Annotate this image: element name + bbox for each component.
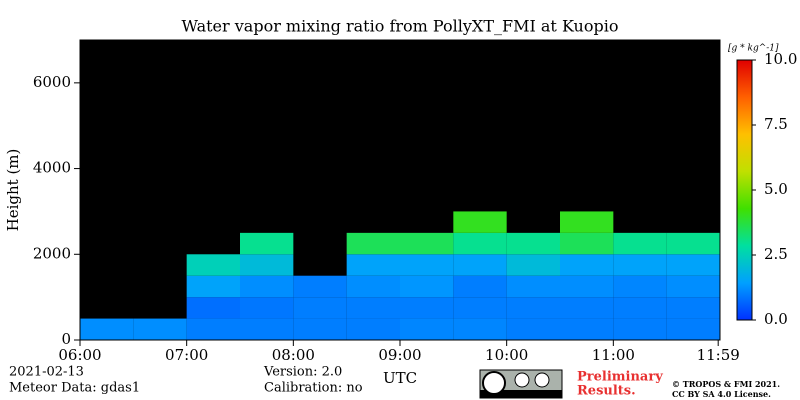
colorbar-tick-label: 7.5	[764, 115, 788, 133]
heatmap-cell	[453, 297, 507, 319]
heatmap-cell	[506, 232, 560, 255]
heatmap-cell	[666, 254, 720, 276]
chart-title: Water vapor mixing ratio from PollyXT_FM…	[182, 17, 619, 36]
heatmap-cell	[666, 232, 720, 255]
heatmap-cell	[453, 211, 507, 233]
heatmap-cell	[613, 318, 667, 340]
version: Version: 2.0	[263, 365, 342, 380]
colorbar	[736, 59, 753, 321]
x-tick-label: 09:00	[378, 346, 421, 364]
heatmap-cell	[506, 254, 560, 276]
heatmap-cell	[666, 297, 720, 319]
heatmap-cell	[560, 254, 614, 276]
heatmap-cell	[346, 297, 400, 319]
y-tick-label: 4000	[33, 159, 71, 177]
heatmap-cell	[506, 275, 560, 298]
cc-logo	[479, 369, 563, 399]
heatmap-cell	[186, 254, 240, 276]
x-tick-label: 06:00	[58, 346, 101, 364]
heatmap-cell	[506, 297, 560, 319]
calibration: Calibration: no	[264, 381, 363, 396]
y-axis-label: Height (m)	[4, 149, 22, 232]
heatmap-cell	[240, 297, 294, 319]
heatmap-cell	[453, 318, 507, 340]
x-tick-label: 11:59	[697, 346, 740, 364]
heatmap-cell	[133, 318, 187, 340]
heatmap-cell	[186, 275, 240, 298]
colorbar-label: [g * kg^-1]	[728, 44, 779, 54]
heatmap-cell	[293, 318, 347, 340]
meteor-data: Meteor Data: gdas1	[9, 381, 140, 396]
heatmap-cell	[293, 297, 347, 319]
heatmap-cell	[560, 318, 614, 340]
heatmap-cell	[613, 232, 667, 255]
heatmap-cell	[186, 297, 240, 319]
heatmap-cell	[613, 297, 667, 319]
heatmap-cell	[613, 275, 667, 298]
x-axis-label: UTC	[383, 369, 417, 387]
heatmap-cell	[453, 232, 507, 255]
x-tick-label: 07:00	[165, 346, 208, 364]
x-tick-label: 11:00	[592, 346, 635, 364]
heatmap-cell	[506, 318, 560, 340]
colorbar-tick-label: 2.5	[764, 245, 788, 263]
heatmap-cell	[666, 275, 720, 298]
heatmap-cell	[346, 232, 400, 255]
colorbar-tick-label: 0.0	[764, 310, 788, 328]
heatmap-cell	[453, 275, 507, 298]
x-tick-label: 10:00	[485, 346, 528, 364]
heatmap-cell	[400, 297, 454, 319]
heatmap-cell	[560, 297, 614, 319]
results: Results.	[577, 384, 636, 399]
heatmap-cell	[186, 318, 240, 340]
heatmap-cell	[240, 318, 294, 340]
copyright: © TROPOS & FMI 2021.	[672, 379, 780, 389]
heatmap-cell	[560, 275, 614, 298]
heatmap-cell	[400, 232, 454, 255]
heatmap-cell	[240, 232, 294, 255]
heatmap-cell	[400, 275, 454, 298]
heatmap-cell	[240, 254, 294, 276]
heatmap-cell	[80, 318, 134, 340]
preliminary: Preliminary	[577, 370, 663, 385]
date: 2021-02-13	[9, 365, 84, 380]
colorbar-tick-label: 5.0	[764, 180, 788, 198]
heatmap-cell	[453, 254, 507, 276]
heatmap-cell	[346, 318, 400, 340]
heatmap-cell	[613, 254, 667, 276]
heatmap-cell	[346, 275, 400, 298]
heatmap-cell	[400, 318, 454, 340]
heatmap-cell	[400, 254, 454, 276]
x-tick-label: 08:00	[272, 346, 315, 364]
heatmap-cell	[293, 275, 347, 298]
heatmap-cell	[240, 275, 294, 298]
colorbar-tick-label: 10.0	[764, 50, 797, 68]
heatmap-cell	[666, 318, 720, 340]
heatmap-cell	[346, 254, 400, 276]
license: CC BY SA 4.0 License.	[672, 389, 771, 399]
y-tick-label: 6000	[33, 73, 71, 91]
y-tick-label: 2000	[33, 244, 71, 262]
heatmap-cell	[560, 211, 614, 233]
heatmap-cell	[560, 232, 614, 255]
y-tick-label: 0	[61, 330, 71, 348]
